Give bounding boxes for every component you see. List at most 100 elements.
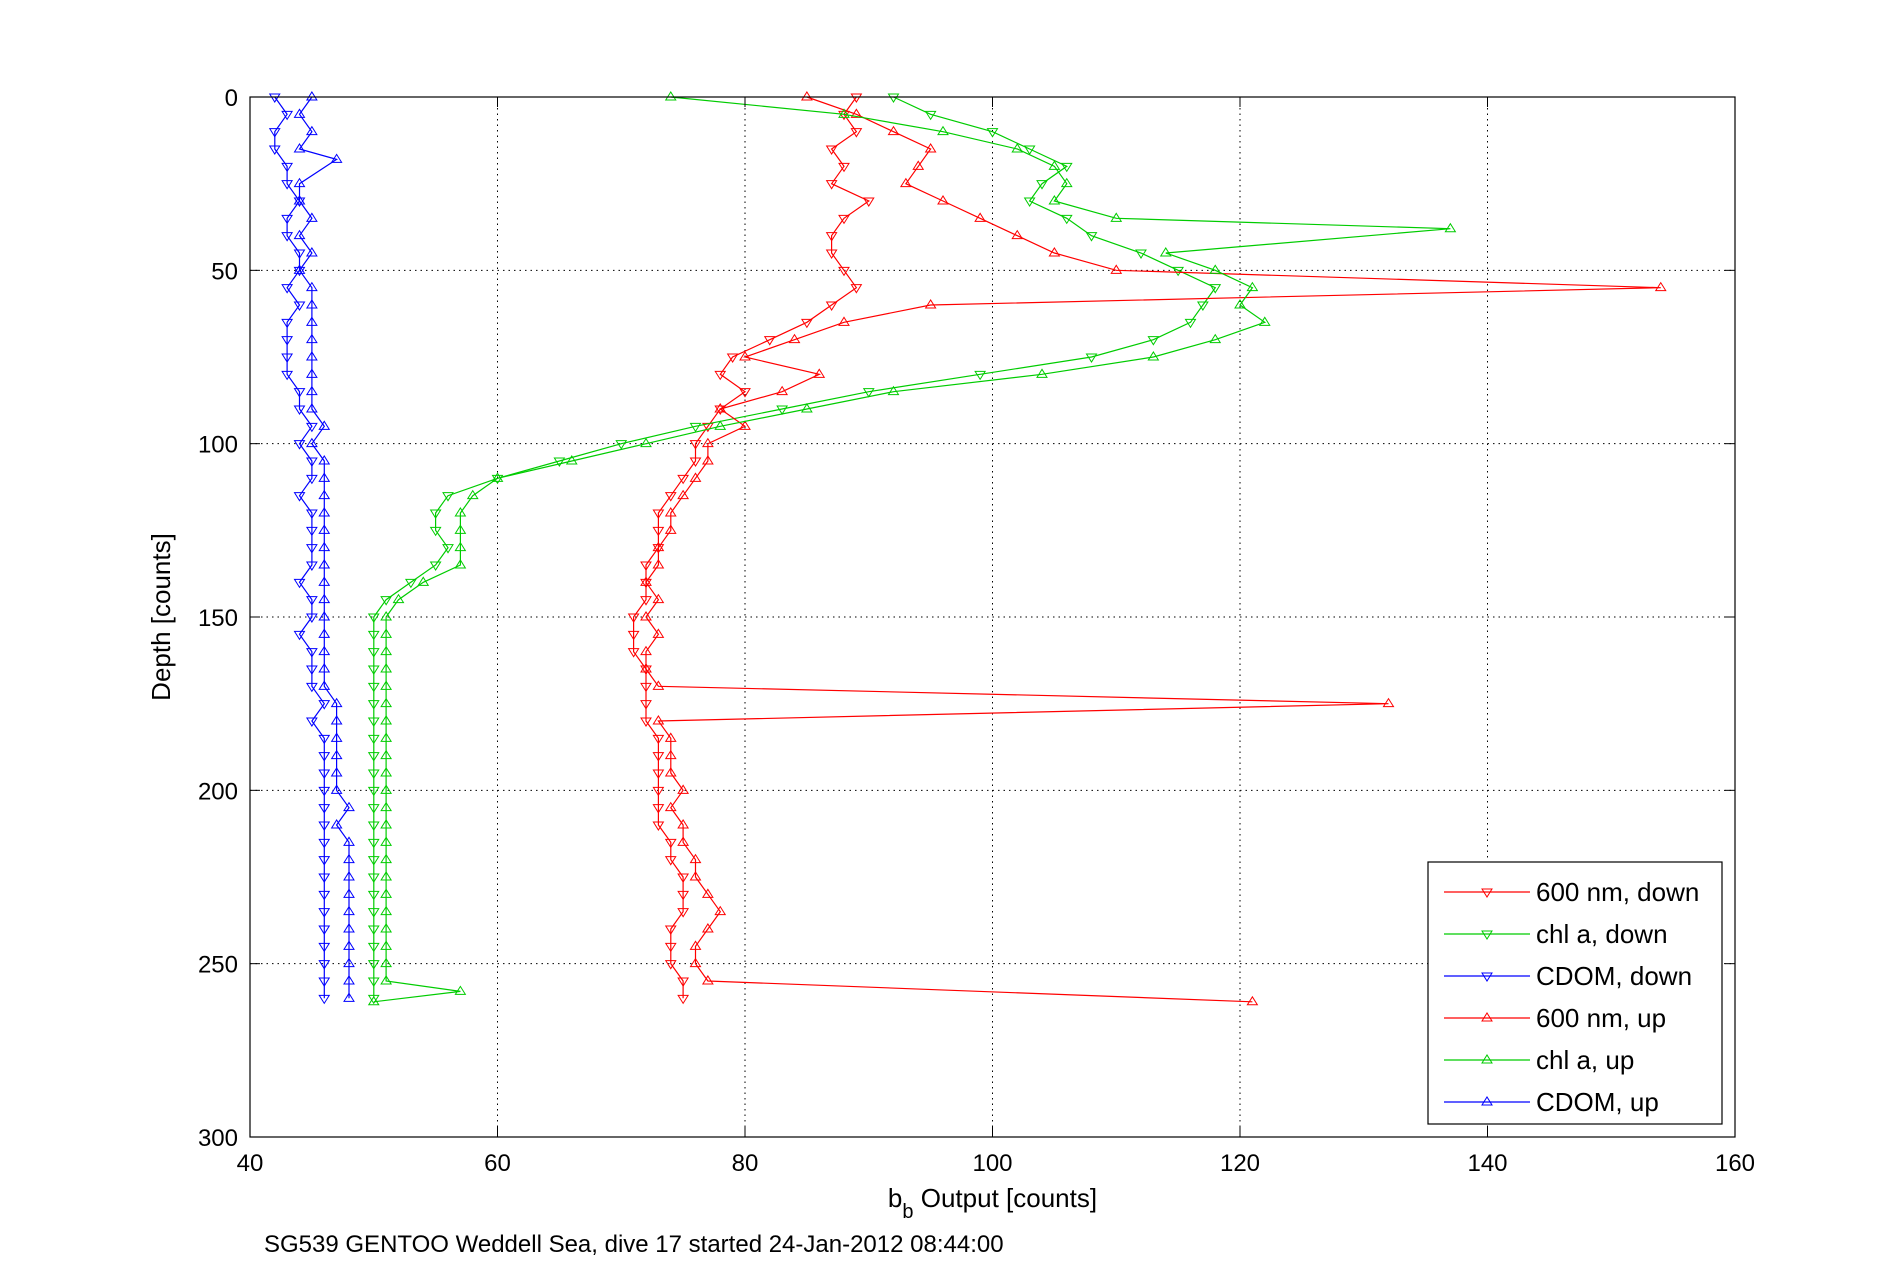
data-point xyxy=(838,214,850,225)
data-point xyxy=(664,749,677,760)
data-point xyxy=(281,232,294,242)
data-point xyxy=(627,648,640,658)
legend-label: 600 nm, down xyxy=(1536,877,1699,907)
data-point xyxy=(788,333,801,344)
data-point xyxy=(281,353,294,363)
data-point xyxy=(664,507,677,517)
data-point xyxy=(330,784,343,794)
data-point xyxy=(1060,214,1073,225)
y-tick-label: 100 xyxy=(198,432,238,459)
x-axis-label-main: b xyxy=(888,1183,902,1213)
data-point xyxy=(318,680,331,690)
data-point xyxy=(1209,284,1222,294)
x-axis-label-subscript: b xyxy=(902,1201,913,1223)
data-point xyxy=(305,596,318,606)
data-point xyxy=(640,645,652,656)
data-point xyxy=(380,888,393,898)
data-point xyxy=(652,593,665,604)
data-point xyxy=(318,942,331,953)
legend-marker xyxy=(1481,1096,1493,1106)
x-tick-label: 160 xyxy=(1715,1150,1755,1177)
legend-marker xyxy=(1481,972,1493,982)
data-point xyxy=(367,856,380,866)
data-point xyxy=(305,561,318,571)
data-point xyxy=(293,195,306,205)
data-point xyxy=(1135,249,1147,259)
data-point xyxy=(937,125,949,136)
data-point xyxy=(330,819,343,829)
data-point xyxy=(318,977,331,987)
data-point xyxy=(330,732,343,742)
x-tick-label: 120 xyxy=(1220,1150,1260,1177)
data-point xyxy=(305,648,318,658)
data-point xyxy=(565,455,578,465)
data-point xyxy=(1654,281,1667,292)
data-point xyxy=(1258,316,1271,326)
data-point xyxy=(343,836,355,846)
series-layer xyxy=(268,91,1667,1006)
data-point xyxy=(677,890,690,901)
data-point xyxy=(367,648,380,658)
legend-marker xyxy=(1481,888,1493,898)
data-point xyxy=(689,440,702,450)
data-point xyxy=(318,994,331,1005)
data-point xyxy=(367,700,380,710)
data-point xyxy=(1036,180,1048,190)
data-point xyxy=(652,821,665,831)
data-point xyxy=(380,975,393,985)
data-point xyxy=(689,940,702,950)
data-point xyxy=(343,871,355,881)
data-point xyxy=(380,732,393,742)
data-point xyxy=(664,838,677,849)
data-point xyxy=(887,125,900,136)
data-point xyxy=(367,752,380,762)
legend-label: CDOM, down xyxy=(1536,961,1692,991)
data-point xyxy=(1060,162,1073,173)
data-point xyxy=(380,767,393,777)
data-point xyxy=(701,455,714,465)
legend-box xyxy=(1427,861,1723,1125)
data-point xyxy=(318,786,331,797)
data-point xyxy=(367,682,380,693)
tick-labels: 40 60 80 100 120 140 160 0 50 100 150 200 250 300 xyxy=(198,85,1755,1177)
data-point xyxy=(367,734,380,745)
data-point xyxy=(281,336,294,346)
data-point xyxy=(380,680,393,690)
data-point xyxy=(380,801,393,812)
data-point xyxy=(454,559,467,569)
legend-marker xyxy=(1481,1054,1493,1064)
series-line xyxy=(645,96,1661,1003)
data-point xyxy=(442,492,454,502)
data-point xyxy=(850,128,863,138)
data-point xyxy=(652,680,665,690)
data-point xyxy=(305,665,318,675)
data-point xyxy=(466,489,479,500)
data-point xyxy=(652,541,665,552)
data-point xyxy=(454,985,467,995)
data-point xyxy=(305,299,318,309)
data-point xyxy=(367,804,380,814)
data-point xyxy=(1110,212,1123,222)
data-point xyxy=(924,299,937,309)
data-point xyxy=(293,143,306,153)
data-point xyxy=(689,853,702,864)
data-point xyxy=(825,232,838,242)
data-point xyxy=(305,422,318,433)
data-point xyxy=(652,804,665,814)
data-point xyxy=(380,836,393,846)
data-point xyxy=(739,388,751,398)
data-point xyxy=(293,177,306,188)
data-point xyxy=(689,871,702,881)
y-tick-label: 300 xyxy=(198,1125,238,1152)
data-point xyxy=(318,700,331,710)
data-point xyxy=(689,457,702,467)
data-point xyxy=(380,784,393,794)
data-point xyxy=(739,351,751,361)
data-point xyxy=(330,767,343,777)
data-point xyxy=(652,509,665,519)
data-point xyxy=(701,923,714,933)
data-point xyxy=(652,628,665,638)
data-point xyxy=(305,403,318,413)
data-point xyxy=(429,509,442,519)
data-point xyxy=(677,836,690,846)
